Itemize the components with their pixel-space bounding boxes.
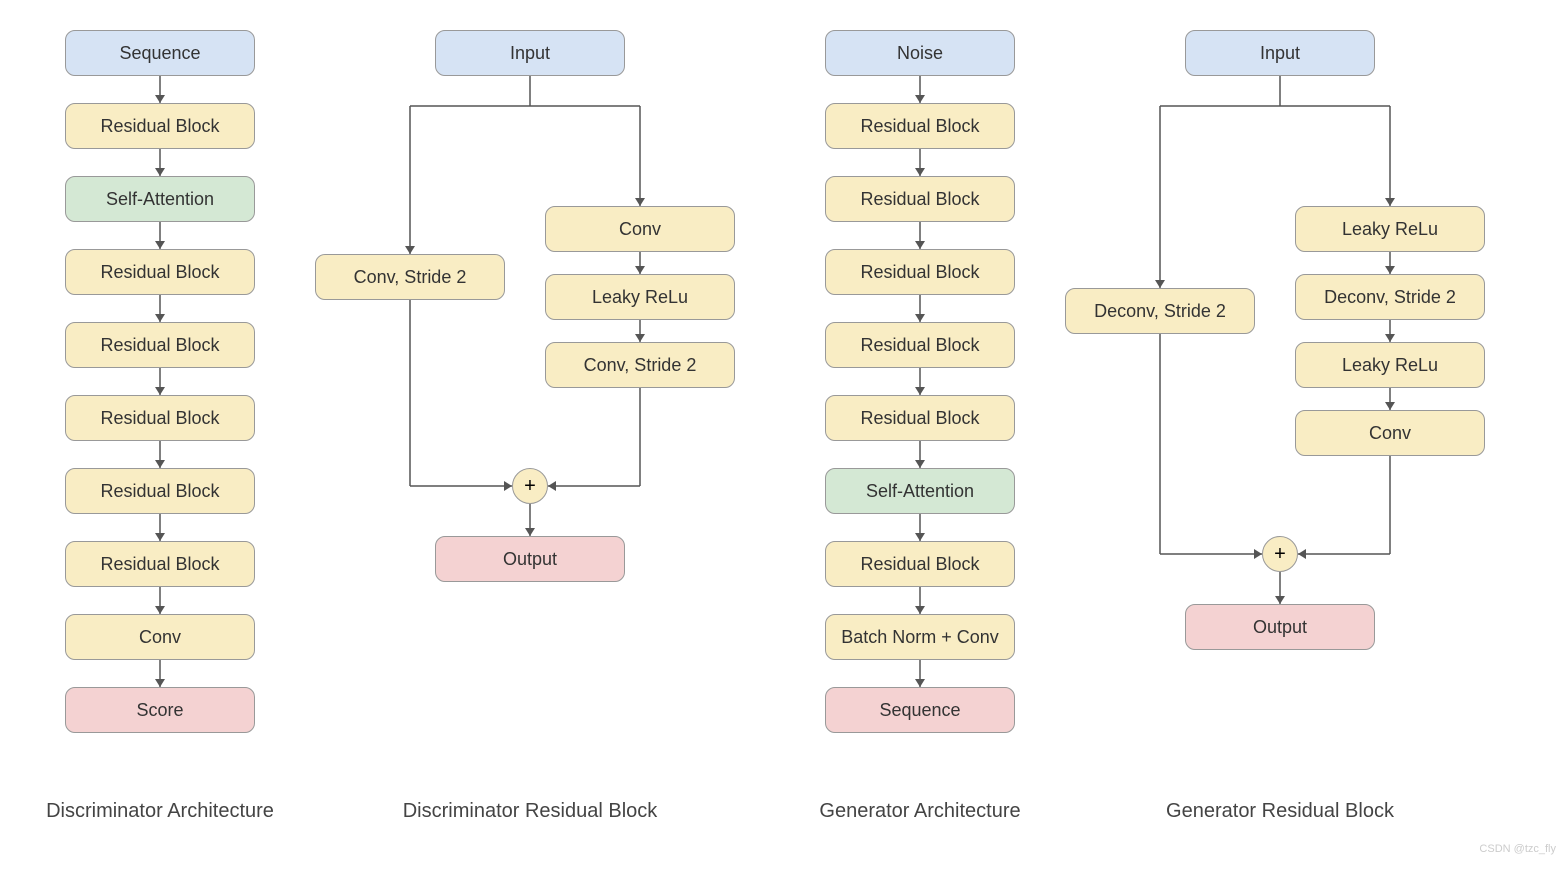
diagram-node: Conv bbox=[1295, 410, 1485, 456]
diagram-node: Residual Block bbox=[825, 541, 1015, 587]
diagram-node: Sequence bbox=[65, 30, 255, 76]
merge-plus: + bbox=[1262, 536, 1298, 572]
diagram-node: Deconv, Stride 2 bbox=[1295, 274, 1485, 320]
column-caption: Generator Residual Block bbox=[1060, 800, 1500, 823]
watermark: CSDN @tzc_fly bbox=[1479, 843, 1556, 855]
diagram-node: Residual Block bbox=[65, 322, 255, 368]
diagram-node: Input bbox=[435, 30, 625, 76]
diagram-node: Residual Block bbox=[65, 468, 255, 514]
column-caption: Discriminator Architecture bbox=[40, 800, 280, 823]
diagram-node: Score bbox=[65, 687, 255, 733]
diagram-node: Noise bbox=[825, 30, 1015, 76]
diagram-node: Batch Norm + Conv bbox=[825, 614, 1015, 660]
diagram-node: Residual Block bbox=[825, 176, 1015, 222]
diagram-node: Conv, Stride 2 bbox=[315, 254, 505, 300]
column-caption: Discriminator Residual Block bbox=[310, 800, 750, 823]
column-caption: Generator Architecture bbox=[800, 800, 1040, 823]
diagram-node: Self-Attention bbox=[65, 176, 255, 222]
diagram-node: Residual Block bbox=[65, 395, 255, 441]
diagram-node: Leaky ReLu bbox=[1295, 206, 1485, 252]
diagram-node: Output bbox=[1185, 604, 1375, 650]
diagram-node: Residual Block bbox=[825, 249, 1015, 295]
diagram-node: Conv, Stride 2 bbox=[545, 342, 735, 388]
diagram-node: Residual Block bbox=[825, 103, 1015, 149]
diagram-node: Output bbox=[435, 536, 625, 582]
diagram-node: Conv bbox=[65, 614, 255, 660]
merge-plus: + bbox=[512, 468, 548, 504]
diagram-node: Leaky ReLu bbox=[545, 274, 735, 320]
diagram-node: Residual Block bbox=[65, 249, 255, 295]
diagram-node: Conv bbox=[545, 206, 735, 252]
diagram-node: Input bbox=[1185, 30, 1375, 76]
diagram-node: Residual Block bbox=[65, 541, 255, 587]
diagram-node: Self-Attention bbox=[825, 468, 1015, 514]
diagram-node: Sequence bbox=[825, 687, 1015, 733]
diagram-node: Leaky ReLu bbox=[1295, 342, 1485, 388]
diagram-node: Residual Block bbox=[825, 395, 1015, 441]
diagram-node: Residual Block bbox=[65, 103, 255, 149]
diagram-node: Deconv, Stride 2 bbox=[1065, 288, 1255, 334]
diagram-node: Residual Block bbox=[825, 322, 1015, 368]
